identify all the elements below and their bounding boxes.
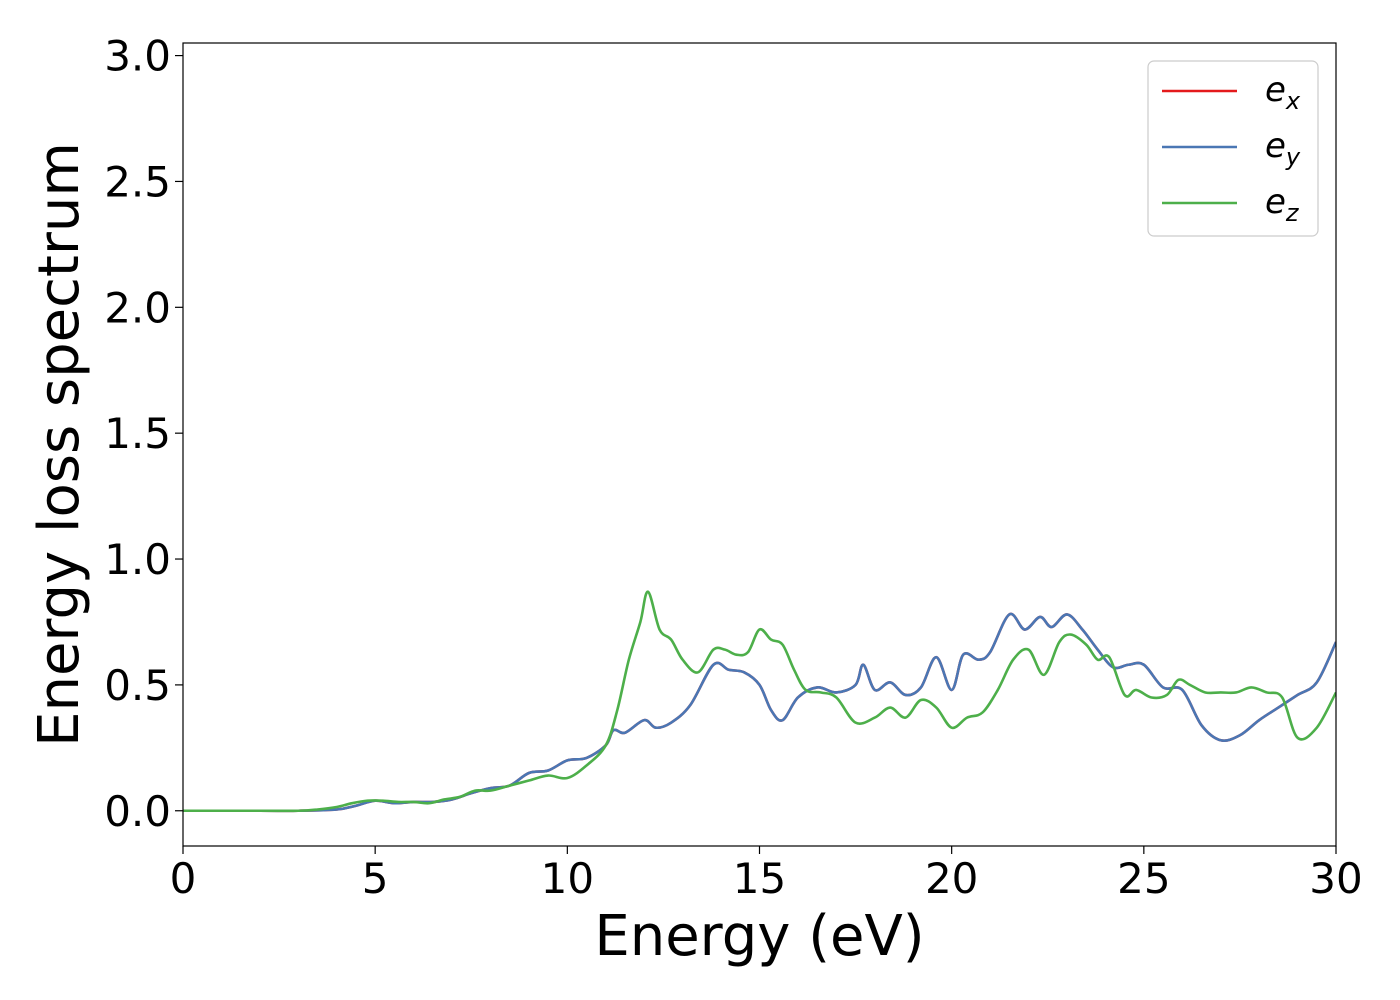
x-axis-title: Energy (eV) bbox=[594, 904, 924, 969]
x-tick-label: 30 bbox=[1309, 854, 1362, 903]
series-line-ex bbox=[183, 612, 1336, 813]
x-tick-label: 25 bbox=[1117, 854, 1170, 903]
x-tick-label: 5 bbox=[362, 854, 389, 903]
y-tick-label: 3.0 bbox=[104, 32, 171, 81]
x-tick-label: 20 bbox=[925, 854, 978, 903]
y-tick-label: 1.0 bbox=[104, 535, 171, 584]
x-tick-label: 15 bbox=[733, 854, 786, 903]
y-tick-label: 1.5 bbox=[104, 409, 171, 458]
legend-box bbox=[1147, 60, 1319, 237]
series-line-ey bbox=[183, 612, 1336, 813]
y-tick-label: 0.0 bbox=[104, 787, 171, 836]
y-axis-title: Energy loss spectrum bbox=[27, 142, 92, 747]
y-tick-label: 2.5 bbox=[104, 157, 171, 206]
y-tick-label: 0.5 bbox=[104, 661, 171, 710]
y-axis-title-group: Energy loss spectrum bbox=[27, 142, 92, 747]
series-line-ez bbox=[183, 590, 1336, 813]
x-tick-label: 0 bbox=[170, 854, 197, 903]
series-layer bbox=[183, 590, 1336, 813]
plot-frame bbox=[182, 42, 1337, 847]
x-tick-label: 10 bbox=[541, 854, 594, 903]
y-tick-label: 2.0 bbox=[104, 283, 171, 332]
ticks-layer: 0 5 10 15 20 25 30 0.0 0.5 1.0 1.5 2.0 2.5 3.0 bbox=[104, 32, 1363, 903]
